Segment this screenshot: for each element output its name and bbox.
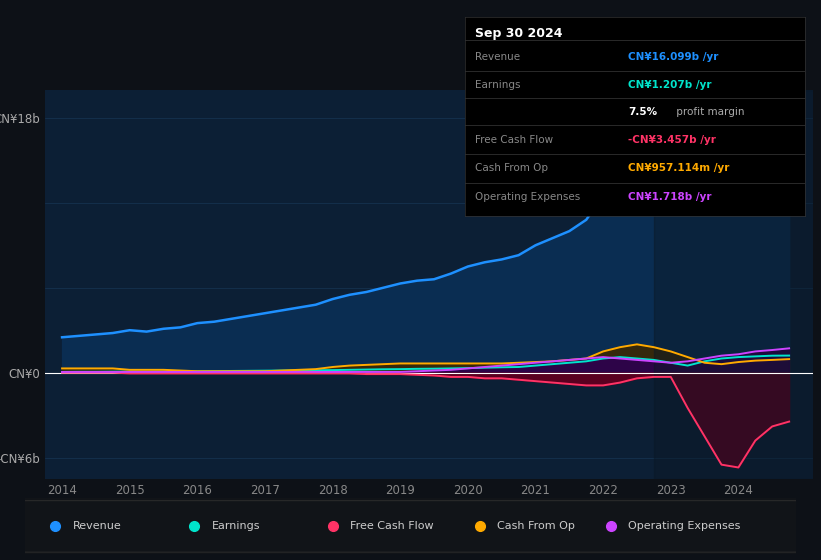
Text: CN¥1.718b /yr: CN¥1.718b /yr [628,192,712,202]
Text: Sep 30 2024: Sep 30 2024 [475,27,562,40]
Text: Operating Expenses: Operating Expenses [628,521,741,531]
Text: Free Cash Flow: Free Cash Flow [351,521,434,531]
Text: -CN¥3.457b /yr: -CN¥3.457b /yr [628,134,716,144]
Text: Cash From Op: Cash From Op [497,521,575,531]
Text: CN¥1.207b /yr: CN¥1.207b /yr [628,80,712,90]
Text: 7.5%: 7.5% [628,107,658,116]
FancyBboxPatch shape [21,501,800,552]
Text: Revenue: Revenue [475,52,520,62]
Bar [654,90,819,479]
Text: CN¥957.114m /yr: CN¥957.114m /yr [628,164,730,174]
Text: Operating Expenses: Operating Expenses [475,192,580,202]
Text: Earnings: Earnings [211,521,260,531]
Text: Free Cash Flow: Free Cash Flow [475,134,553,144]
Text: profit margin: profit margin [672,107,744,116]
Text: CN¥16.099b /yr: CN¥16.099b /yr [628,52,718,62]
Text: Revenue: Revenue [72,521,122,531]
Text: Earnings: Earnings [475,80,521,90]
Text: Cash From Op: Cash From Op [475,164,548,174]
